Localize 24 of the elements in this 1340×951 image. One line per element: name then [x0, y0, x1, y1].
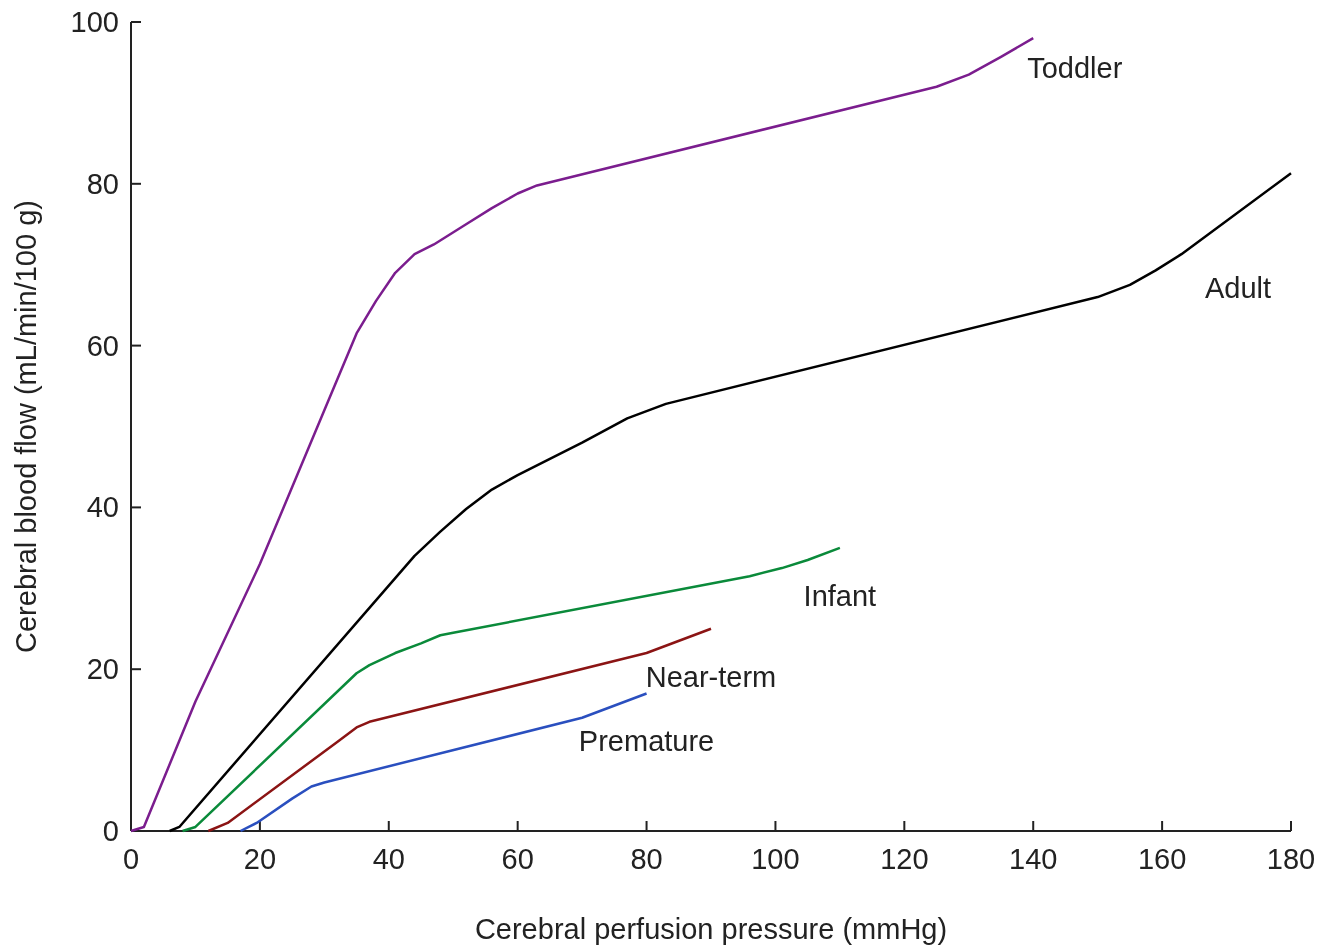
y-tick-label: 80 [86, 167, 119, 200]
x-tick-label: 160 [1137, 843, 1187, 875]
y-tick-label: 20 [86, 653, 119, 686]
y-tick-label: 40 [86, 491, 119, 524]
y-axis-title: Cerebral blood flow (mL/min/100 g) [10, 200, 42, 653]
x-tick-label: 0 [122, 843, 140, 875]
x-tick-label: 180 [1266, 843, 1316, 875]
line-series [168, 172, 1293, 833]
y-tick-label: 0 [102, 815, 119, 847]
x-tick-label: 140 [1009, 843, 1058, 875]
x-tick-label: 120 [880, 843, 929, 875]
x-tick-label: 60 [501, 843, 534, 875]
x-axis-title: Cerebral perfusion pressure (mmHg) [474, 913, 948, 945]
y-tick-label: 60 [86, 329, 119, 362]
series-label: Adult [1204, 272, 1272, 305]
series-label: Premature [578, 725, 715, 758]
x-tick-label: 20 [243, 843, 277, 875]
series-label: Toddler [1027, 52, 1123, 85]
x-tick-label: 40 [372, 843, 405, 875]
x-tick-label: 80 [630, 843, 663, 875]
series-label: Infant [803, 579, 877, 612]
x-tick-label: 100 [751, 843, 800, 875]
y-tick-label: 100 [70, 6, 119, 38]
series-label: Near-term [645, 660, 777, 693]
